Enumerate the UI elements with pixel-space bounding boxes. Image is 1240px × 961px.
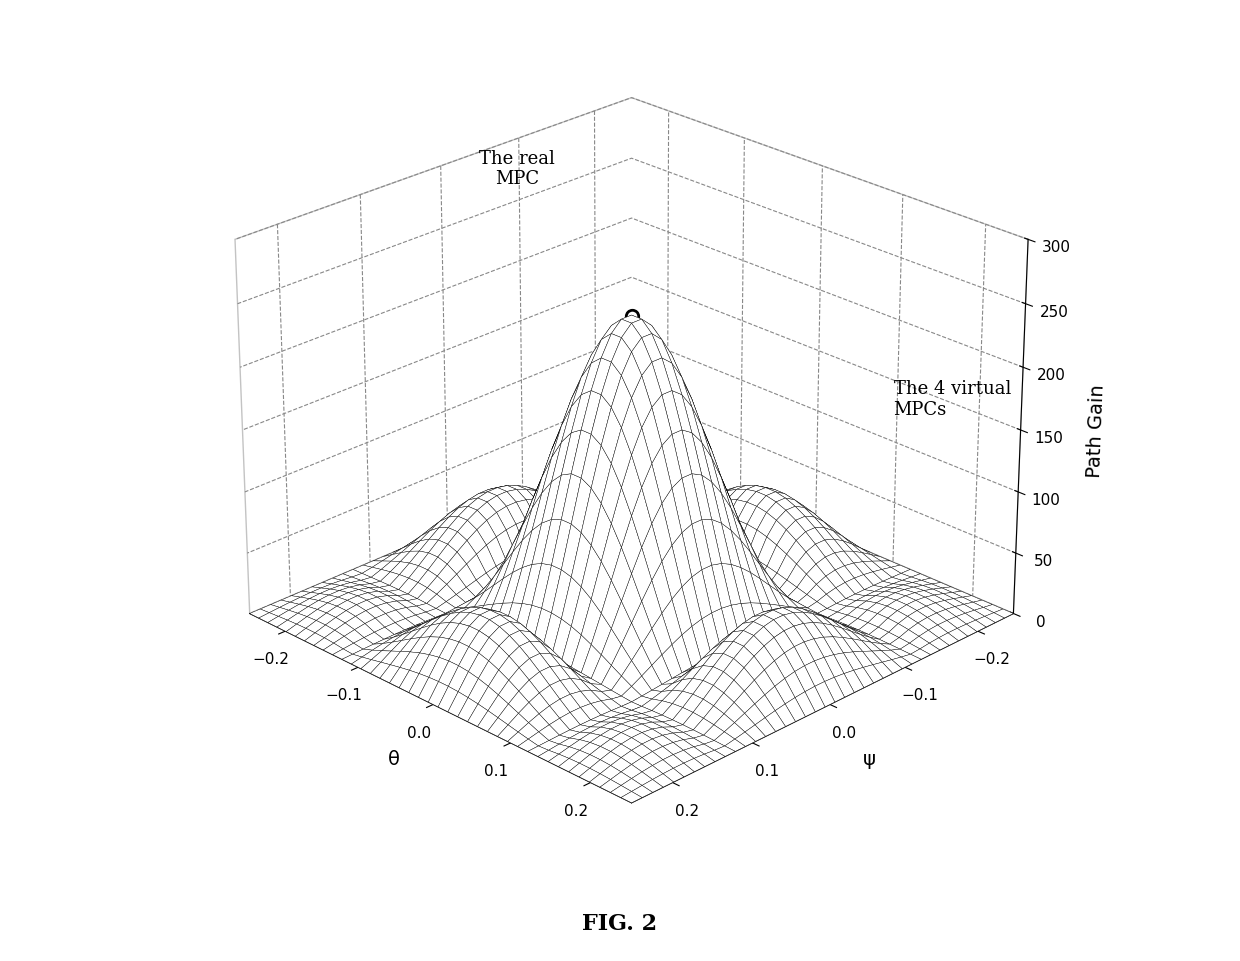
X-axis label: θ: θ [388, 750, 401, 769]
Text: The real
MPC: The real MPC [480, 149, 556, 188]
Text: The 4 virtual
MPCs: The 4 virtual MPCs [894, 380, 1011, 419]
Y-axis label: ψ: ψ [863, 750, 875, 769]
Text: FIG. 2: FIG. 2 [583, 912, 657, 933]
